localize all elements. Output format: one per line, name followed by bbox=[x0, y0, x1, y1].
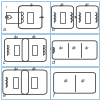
Bar bbox=[60, 12, 65, 22]
Bar bbox=[13, 77, 18, 88]
Text: $\phi_1$: $\phi_1$ bbox=[59, 1, 66, 9]
Bar bbox=[32, 45, 37, 55]
Text: e: e bbox=[3, 93, 6, 98]
Text: $\phi_2$: $\phi_2$ bbox=[84, 1, 90, 9]
Bar bbox=[85, 12, 90, 22]
Text: $i$: $i$ bbox=[5, 3, 8, 10]
Bar bbox=[32, 77, 37, 88]
Text: b: b bbox=[52, 27, 55, 32]
Text: $\phi_a$: $\phi_a$ bbox=[14, 33, 20, 41]
Bar bbox=[27, 12, 33, 23]
Text: $\phi_b$: $\phi_b$ bbox=[31, 65, 38, 73]
Text: a: a bbox=[3, 27, 6, 32]
Text: $\phi_a$: $\phi_a$ bbox=[13, 65, 19, 73]
Text: $\phi_b$: $\phi_b$ bbox=[31, 33, 37, 41]
Text: $\phi$: $\phi$ bbox=[29, 1, 34, 9]
Text: f: f bbox=[52, 93, 54, 98]
Text: d: d bbox=[52, 60, 55, 65]
Text: c: c bbox=[3, 60, 6, 65]
Text: $\phi_2$: $\phi_2$ bbox=[80, 77, 86, 85]
Text: $i$: $i$ bbox=[49, 45, 52, 52]
Text: $\phi_1$: $\phi_1$ bbox=[63, 77, 69, 85]
Text: $\phi_a$: $\phi_a$ bbox=[58, 44, 65, 52]
Bar bbox=[14, 45, 19, 55]
Text: $\phi_c$: $\phi_c$ bbox=[84, 44, 91, 52]
Text: $\phi_b$: $\phi_b$ bbox=[71, 44, 78, 52]
